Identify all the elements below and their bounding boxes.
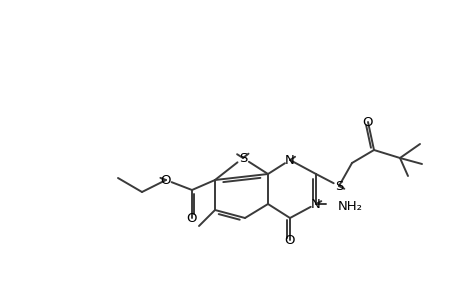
Text: O: O xyxy=(160,173,171,187)
Text: O: O xyxy=(362,116,372,128)
Text: N: N xyxy=(285,154,294,166)
Text: S: S xyxy=(334,179,342,193)
Text: N: N xyxy=(310,197,320,211)
Text: O: O xyxy=(186,212,197,224)
Text: S: S xyxy=(238,152,246,164)
Text: O: O xyxy=(284,233,295,247)
Text: NH₂: NH₂ xyxy=(337,200,362,212)
